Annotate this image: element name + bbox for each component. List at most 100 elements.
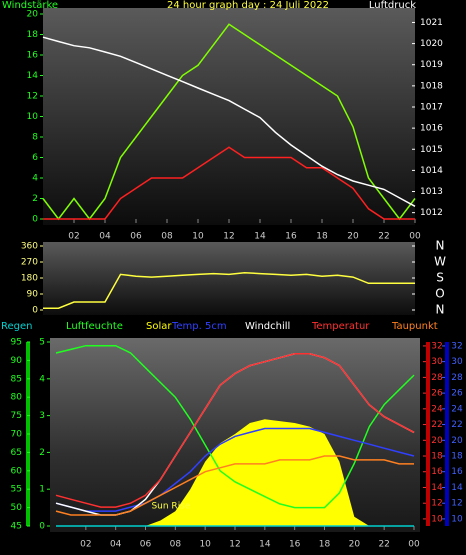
y-tick-label: 14 [27, 71, 39, 81]
y-tick-label: 24 [431, 404, 443, 414]
axis-bar [426, 342, 430, 526]
line [55, 353, 415, 508]
x-tick-label: 04 [110, 540, 122, 550]
y-tick-label: 1021 [420, 18, 443, 28]
y-tick-label: 1013 [420, 187, 443, 197]
legend-entry: Regen [1, 321, 33, 332]
y-tick-label: 22 [431, 420, 442, 430]
legend-entry: Windchill [245, 321, 290, 332]
y-tick-label: 26 [431, 389, 443, 399]
y-tick-label: 1014 [420, 166, 443, 176]
y-tick-label: 12 [451, 499, 462, 509]
x-tick-label: 18 [316, 232, 328, 242]
y-tick-label: 4 [39, 374, 45, 384]
x-tick-label: 18 [319, 540, 331, 550]
y-tick-label: 90 [11, 356, 23, 366]
y-tick-label: 10 [431, 514, 443, 524]
legend-entry: Temperatur [311, 321, 370, 332]
y-tick-label: 20 [451, 436, 463, 446]
y2-axis-label: Luftdruck [369, 0, 416, 11]
y-tick-label: 0 [32, 215, 38, 225]
line [55, 455, 414, 516]
y-tick-label: 20 [431, 436, 443, 446]
y-tick-label: 3 [39, 411, 45, 421]
y-tick-label: 90 [27, 290, 39, 300]
y-tick-label: 14 [431, 483, 443, 493]
y-tick-label: S [436, 271, 444, 285]
y-tick-label: 16 [27, 51, 39, 61]
x-tick-label: 02 [80, 540, 91, 550]
x-tick-label: 10 [192, 232, 204, 242]
y-tick-label: 1012 [420, 208, 443, 218]
y-tick-label: 22 [451, 420, 462, 430]
y-tick-label: 6 [32, 153, 38, 163]
x-tick-label: 00 [409, 232, 421, 242]
y-tick-label: O [435, 287, 444, 301]
legend-entry: Luftfeuchte [66, 321, 123, 332]
y-tick-label: 70 [11, 430, 23, 440]
area [56, 419, 414, 526]
x-tick-label: 02 [68, 232, 79, 242]
legend-entry: Temp. 5cm [171, 321, 227, 332]
x-tick-label: 00 [408, 540, 420, 550]
y-tick-label: 1019 [420, 60, 443, 70]
plot-area [43, 242, 415, 315]
y-tick-label: 18 [451, 452, 463, 462]
y-tick-label: 16 [431, 467, 443, 477]
x-tick-label: 22 [378, 540, 389, 550]
y-tick-label: 20 [27, 10, 39, 20]
y-tick-label: 1 [39, 485, 45, 495]
y-tick-label: 80 [11, 393, 23, 403]
y-tick-label: 270 [21, 258, 38, 268]
y-tick-label: 60 [11, 466, 23, 476]
line [43, 271, 415, 309]
annotation: Sun Rise [151, 502, 190, 512]
x-tick-label: 20 [347, 232, 359, 242]
x-tick-label: 06 [140, 540, 152, 550]
y-tick-label: 1016 [420, 124, 443, 134]
x-tick-label: 04 [99, 232, 111, 242]
y-tick-label: 65 [11, 448, 22, 458]
y-tick-label: 30 [451, 357, 463, 367]
y-tick-label: 30 [431, 357, 443, 367]
y-tick-label: 4 [32, 174, 38, 184]
axis-bar [445, 342, 449, 526]
y-tick-label: N [436, 303, 445, 317]
y-axis-label: Windstärke [2, 0, 58, 11]
x-tick-label: 14 [259, 540, 271, 550]
y-tick-label: 50 [11, 503, 23, 513]
y-tick-label: 28 [431, 373, 443, 383]
y-tick-label: 32 [431, 341, 442, 351]
y-tick-label: 75 [11, 411, 22, 421]
chart-title: 24 hour graph day : 24 Juli 2022 [167, 0, 329, 11]
y-tick-label: 5 [39, 338, 45, 348]
x-tick-label: 06 [130, 232, 142, 242]
x-tick-label: 20 [349, 540, 361, 550]
y-tick-label: 360 [21, 242, 38, 252]
line [42, 36, 416, 207]
y-tick-label: 180 [21, 274, 38, 284]
x-tick-label: 16 [285, 232, 297, 242]
y-tick-label: 12 [431, 499, 442, 509]
y-tick-label: 32 [451, 341, 462, 351]
y-tick-label: 10 [451, 514, 463, 524]
y-tick-label: 16 [451, 467, 463, 477]
y-tick-label: 0 [32, 306, 38, 316]
x-tick-label: 08 [161, 232, 173, 242]
y-tick-label: 24 [451, 404, 463, 414]
y-tick-label: 0 [39, 522, 45, 532]
y-tick-label: 28 [451, 373, 463, 383]
plot-area [43, 8, 415, 225]
y-tick-label: 45 [11, 522, 22, 532]
y-tick-label: 14 [451, 483, 463, 493]
y-tick-label: 95 [11, 338, 22, 348]
y-tick-label: 18 [27, 30, 39, 40]
x-tick-label: 08 [170, 540, 182, 550]
y-tick-label: 85 [11, 374, 22, 384]
x-tick-label: 10 [199, 540, 211, 550]
y-tick-label: 2 [32, 194, 38, 204]
y-tick-label: W [434, 255, 446, 269]
x-tick-label: 22 [378, 232, 389, 242]
y-tick-label: 55 [11, 485, 22, 495]
